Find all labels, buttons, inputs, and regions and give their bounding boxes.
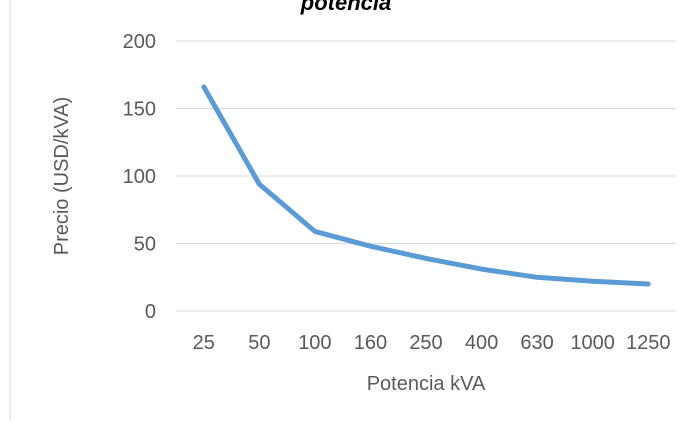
gridlines xyxy=(176,41,676,311)
chart-title: potencia xyxy=(300,0,391,15)
series-line xyxy=(204,87,648,284)
y-tick-label: 0 xyxy=(145,301,156,323)
x-tick-label: 400 xyxy=(465,332,498,354)
x-axis-label: Potencia kVA xyxy=(367,373,486,395)
x-tick-label: 100 xyxy=(298,332,331,354)
y-axis-label: Precio (USD/kVA) xyxy=(51,97,73,256)
x-tick-label: 1000 xyxy=(570,332,615,354)
x-tick-label: 1250 xyxy=(626,332,671,354)
x-tick-label: 50 xyxy=(248,332,270,354)
x-tick-label: 630 xyxy=(520,332,553,354)
x-axis-ticks: 25 50 100 160 250 400 630 1000 1250 xyxy=(193,332,671,354)
y-tick-label: 150 xyxy=(123,99,156,121)
y-tick-label: 100 xyxy=(123,166,156,188)
y-axis-ticks: 0 50 100 150 200 xyxy=(123,31,156,323)
y-tick-label: 200 xyxy=(123,31,156,53)
series-group xyxy=(204,87,649,284)
y-tick-label: 50 xyxy=(134,234,156,256)
x-tick-label: 250 xyxy=(409,332,442,354)
x-tick-label: 25 xyxy=(193,332,215,354)
x-tick-label: 160 xyxy=(354,332,387,354)
